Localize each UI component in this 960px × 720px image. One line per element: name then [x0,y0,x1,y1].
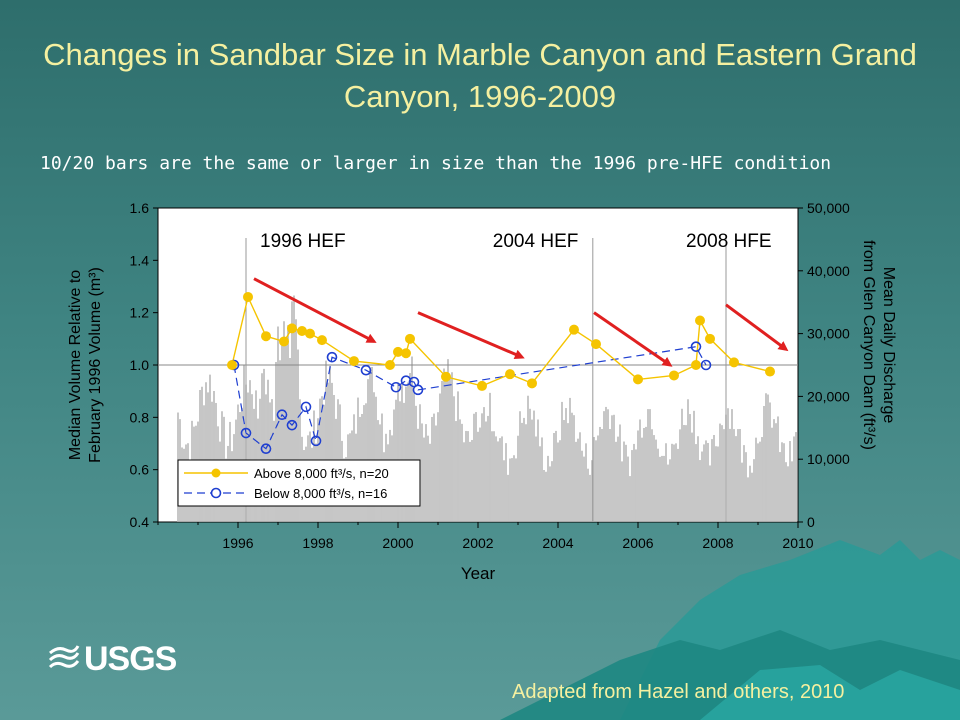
x-tick-label: 2010 [782,535,813,551]
above-point [227,360,237,370]
legend-label-below: Below 8,000 ft³/s, n=16 [254,486,387,501]
below-point [300,401,312,413]
above-point [477,380,487,391]
source-credit: Adapted from Hazel and others, 2010 [512,681,845,703]
legend-box [177,459,421,507]
legend: Above 8,000 ft³/s, n=20 Below 8,000 ft³/s… [177,459,421,507]
y2-axis-label-line1: Mean Daily Discharge [880,267,897,424]
below-point [690,341,702,352]
above-point [441,371,451,382]
above-point [633,374,643,385]
above-point [349,356,359,367]
below-point [276,409,288,421]
y-tick-label: 0.6 [130,462,150,478]
slide-subtitle: 10/20 bars are the same or larger in siz… [40,153,832,174]
above-point [527,378,537,389]
trend-arrow [593,311,673,367]
trend-arrow [253,277,377,343]
x-tick-label: 2004 [542,535,573,551]
above-point [695,315,705,326]
x-tick-label: 1998 [302,535,333,551]
trend-arrow [725,303,789,352]
above-point [401,348,411,359]
above-point [279,336,289,347]
y2-tick-label: 30,000 [807,326,850,342]
above-point [393,346,403,357]
above-point [261,331,271,342]
below-point [286,419,298,431]
usgs-wave-icon [48,645,80,669]
above-point [591,339,601,350]
below-point [310,435,322,447]
above-point [691,360,701,370]
below-point [260,443,272,455]
event-label: 2008 HFE [686,231,772,252]
legend-label-above: Above 8,000 ft³/s, n=20 [254,466,389,481]
above-point [405,333,415,344]
slide-title: Changes in Sandbar Size in Marble Canyon… [43,37,917,114]
x-axis-label: Year [461,564,496,583]
above-point [729,357,739,368]
y2-tick-label: 50,000 [807,200,850,216]
x-tick-label: 2000 [382,535,413,551]
above-point [765,366,775,377]
below-point [390,381,402,393]
above-point [385,360,395,370]
below-point [240,427,252,439]
x-tick-label: 1996 [222,535,253,551]
y2-axis-label-line2: from Glen Canyon Dam (ft³/s) [860,240,877,450]
x-tick-label: 2002 [462,535,493,551]
y2-tick-label: 0 [807,514,815,530]
legend-marker-below [210,487,222,499]
y2-tick-label: 10,000 [807,451,850,467]
logo-text: USGS [84,640,177,678]
above-point [569,324,579,335]
x-tick-label: 2008 [702,535,733,551]
event-label: 2004 HEF [493,231,579,252]
chart-svg: 1996 HEF 2004 HEF 2008 HFE 0.4 0.6 0.8 1.0 1.2 1… [67,200,897,583]
sandbar-chart: 1996 HEF 2004 HEF 2008 HFE 0.4 0.6 0.8 1.0 1.2 1… [40,190,920,590]
below-point [360,364,372,376]
below-point [700,359,712,371]
y-tick-label: 1.2 [130,305,150,321]
above-point [243,291,253,302]
above-point [287,323,297,334]
y-tick-label: 1.0 [130,357,150,373]
above-point [705,333,715,344]
below-point [412,384,424,396]
y2-tick-label: 40,000 [807,263,850,279]
y-tick-label: 1.4 [130,252,150,268]
y-axis-label-line2: February 1996 Volume (m³) [87,267,104,463]
above-point [317,335,327,346]
series-line-below [233,346,707,450]
above-point [669,370,679,381]
legend-marker-above [211,468,221,478]
usgs-logo: USGS [48,640,177,679]
below-point [400,375,412,386]
below-point [326,351,338,363]
y-tick-label: 1.6 [130,200,150,216]
above-point [505,369,515,380]
y-tick-label: 0.4 [130,514,150,530]
trend-arrow [417,311,525,359]
x-tick-label: 2006 [622,535,653,551]
y-axis-label-line1: Median Volume Relative to [67,270,84,460]
above-point [305,328,315,339]
y2-tick-label: 20,000 [807,388,850,404]
event-label: 1996 HEF [260,231,346,252]
y-tick-label: 0.8 [130,409,150,425]
